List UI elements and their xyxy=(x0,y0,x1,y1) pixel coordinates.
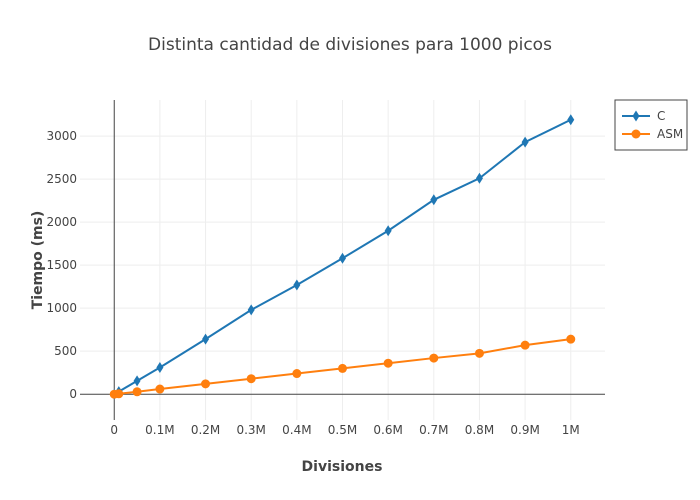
x-axis-title: Divisiones xyxy=(302,459,383,475)
x-tick-label: 0.3M xyxy=(236,423,265,437)
data-point-asm xyxy=(114,389,124,399)
data-point-c xyxy=(133,375,141,387)
x-tick-label: 0.2M xyxy=(191,423,220,437)
data-point-asm xyxy=(292,369,302,379)
legend-label-asm: ASM xyxy=(657,127,683,141)
legend-item-c[interactable]: C xyxy=(622,109,665,123)
data-point-c xyxy=(339,252,346,264)
series-group xyxy=(109,114,576,400)
x-tick-label: 0.7M xyxy=(419,423,448,437)
legend-box xyxy=(614,99,688,151)
data-point-asm xyxy=(132,387,142,397)
data-point-c xyxy=(475,172,483,184)
y-axis-title: Tiempo (ms) xyxy=(30,211,46,310)
legend-marker-asm xyxy=(631,129,641,139)
data-point-c xyxy=(521,136,529,148)
data-point-c xyxy=(384,225,392,237)
y-tick-label: 2500 xyxy=(46,172,77,186)
data-point-asm xyxy=(338,363,347,373)
x-tick-label: 0.6M xyxy=(373,423,402,437)
data-point-c xyxy=(247,304,255,316)
legend-label-c: C xyxy=(657,109,665,123)
chart-title: Distinta cantidad de divisiones para 100… xyxy=(148,35,552,55)
x-tick-label: 0 xyxy=(110,423,118,437)
x-tick-label: 0.8M xyxy=(465,423,494,437)
data-point-asm xyxy=(566,334,576,344)
data-point-c xyxy=(156,362,164,374)
data-point-c xyxy=(567,114,575,126)
axes xyxy=(80,100,605,420)
data-point-asm xyxy=(246,374,256,384)
data-point-c xyxy=(202,333,210,345)
legend-item-asm[interactable]: ASM xyxy=(622,127,683,141)
x-tick-label: 0.9M xyxy=(510,423,539,437)
data-point-asm xyxy=(520,340,530,350)
tick-labels: 0 0.1M 0.2M 0.3M 0.4M 0.5M 0.6M 0.7M 0.8M 0.9M 1M 0… xyxy=(46,129,579,437)
x-tick-label: 1M xyxy=(562,423,580,437)
data-point-asm xyxy=(383,358,393,368)
y-tick-label: 500 xyxy=(54,344,77,358)
data-point-c xyxy=(293,279,301,291)
y-tick-label: 1500 xyxy=(46,258,77,272)
legend-marker-c xyxy=(632,110,640,122)
x-tick-label: 0.5M xyxy=(328,423,357,437)
data-point-asm xyxy=(429,353,439,363)
data-point-asm xyxy=(155,384,165,394)
legend: C ASM xyxy=(614,99,688,151)
x-tick-label: 0.1M xyxy=(145,423,174,437)
y-tick-label: 2000 xyxy=(46,215,77,229)
x-tick-label: 0.4M xyxy=(282,423,311,437)
data-point-asm xyxy=(474,348,484,358)
data-point-c xyxy=(430,194,438,206)
series-asm xyxy=(109,334,576,399)
y-tick-label: 1000 xyxy=(46,301,77,315)
y-tick-label: 3000 xyxy=(46,129,77,143)
y-tick-label: 0 xyxy=(69,387,77,401)
data-point-asm xyxy=(201,379,211,389)
